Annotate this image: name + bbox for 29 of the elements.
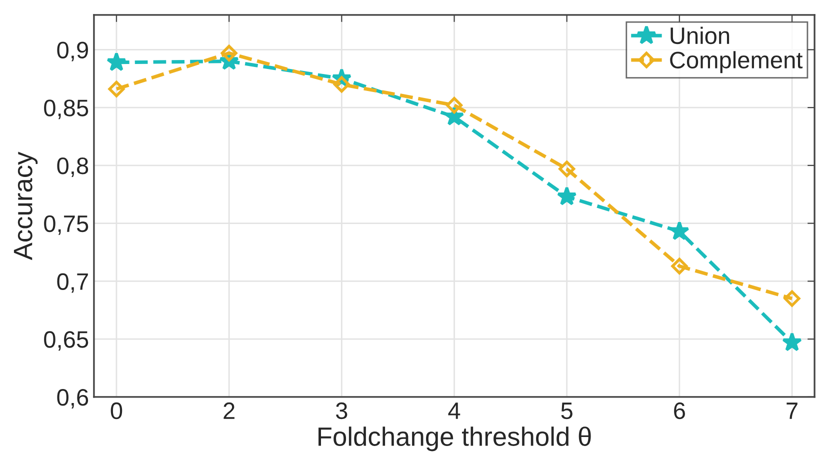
x-tick-label: 0: [110, 402, 122, 420]
x-tick-label: 3: [336, 402, 348, 420]
point: [784, 290, 800, 307]
x-tick-label: 7: [786, 402, 798, 419]
y-axis-title: Accuracy: [14, 152, 38, 260]
point: [782, 332, 802, 352]
point: [220, 44, 238, 62]
point: [446, 96, 463, 114]
point: [558, 160, 576, 178]
point: [556, 186, 577, 206]
y-tick-label: 0,65: [44, 331, 88, 351]
y-tick-label: 0,6: [57, 389, 88, 409]
x-tick-label: 2: [224, 402, 234, 419]
y-tick-label: 0,9: [57, 42, 88, 62]
x-tick-label: 4: [448, 402, 460, 419]
legend-label: Union: [670, 26, 730, 44]
x-tick-label: 5: [561, 402, 572, 420]
x-tick-label: 6: [674, 402, 685, 420]
y-tick-label: 0,85: [44, 100, 88, 120]
point: [333, 76, 350, 93]
y-tick-label: 0,75: [44, 215, 88, 235]
y-tick-label: 0,8: [57, 158, 88, 178]
point: [671, 258, 688, 274]
legend-label: Complement: [670, 51, 803, 74]
y-tick-label: 0,7: [57, 273, 88, 293]
point: [108, 80, 125, 98]
point: [669, 220, 690, 240]
point: [106, 52, 126, 72]
x-axis-title: Foldchange threshold θ: [318, 426, 591, 452]
